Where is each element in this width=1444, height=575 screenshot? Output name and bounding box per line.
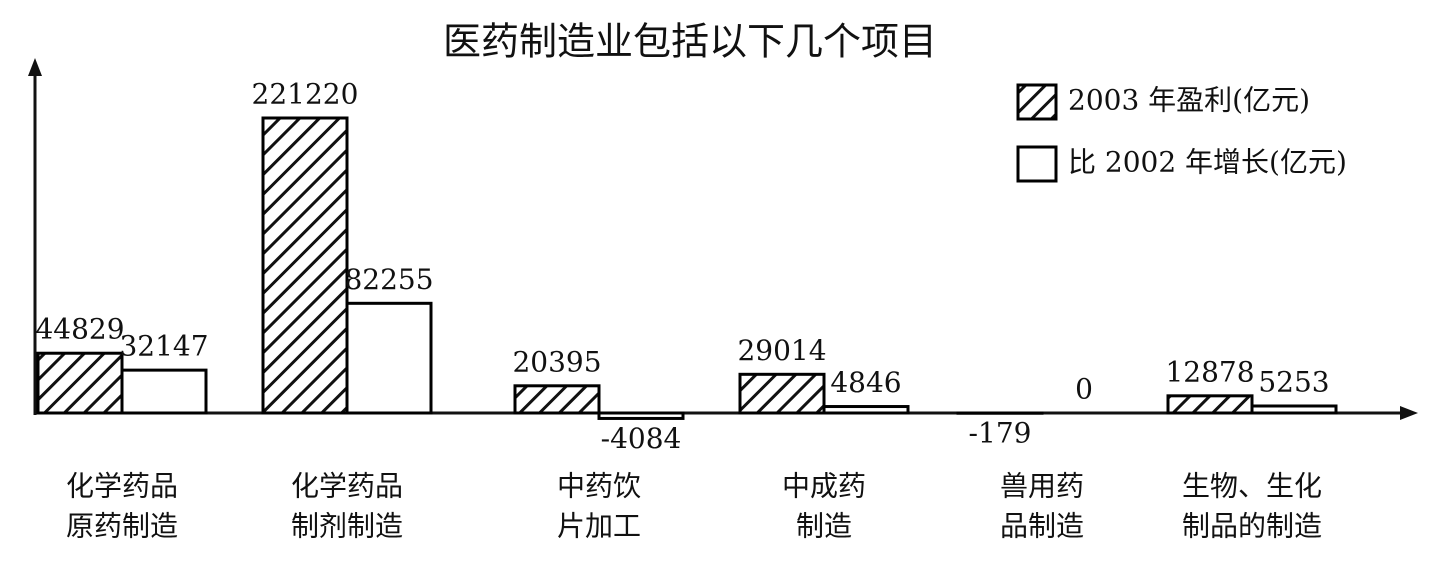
- x-tick-label: 中成药: [782, 470, 866, 503]
- value-label: 12878: [1165, 355, 1254, 388]
- x-tick-label: 片加工: [557, 510, 641, 543]
- x-tick-label: 兽用药: [1000, 470, 1084, 503]
- x-tick-label: 制剂制造: [291, 510, 403, 543]
- bar: [38, 353, 122, 413]
- chart-title: 医药制造业包括以下几个项目: [443, 20, 937, 64]
- value-label: -179: [969, 417, 1032, 450]
- value-label: 5253: [1258, 365, 1329, 398]
- legend-label: 2003 年盈利(亿元): [1068, 84, 1310, 117]
- value-label: 44829: [35, 313, 124, 346]
- value-label: 20395: [512, 345, 601, 378]
- bar: [599, 413, 683, 418]
- value-label: 0: [1075, 373, 1093, 406]
- legend-label: 比 2002 年增长(亿元): [1068, 146, 1347, 179]
- x-tick-label: 化学药品: [291, 470, 403, 503]
- x-tick-label: 中药饮: [557, 470, 641, 503]
- x-tick-label: 制品的制造: [1182, 510, 1322, 543]
- bar: [1168, 396, 1252, 413]
- x-tick-label: 化学药品: [66, 470, 178, 503]
- bar: [122, 370, 206, 413]
- bar: [515, 386, 599, 413]
- y-axis-arrow: [28, 58, 42, 76]
- value-label: 29014: [737, 334, 826, 367]
- x-tick-label: 生物、生化: [1182, 470, 1322, 503]
- x-tick-label: 原药制造: [66, 510, 178, 543]
- bar: [263, 118, 347, 413]
- value-label: 4846: [830, 366, 901, 399]
- value-label: -4084: [601, 422, 682, 455]
- legend-swatch: [1018, 85, 1056, 119]
- bar: [740, 374, 824, 413]
- x-axis-arrow: [1400, 406, 1418, 420]
- value-label: 82255: [344, 263, 433, 296]
- value-label: 32147: [119, 330, 208, 363]
- x-tick-label: 制造: [796, 510, 852, 543]
- bar: [1252, 406, 1336, 413]
- legend-swatch: [1018, 147, 1056, 181]
- bar: [347, 303, 431, 413]
- x-tick-label: 品制造: [1000, 510, 1084, 543]
- value-label: 221220: [252, 78, 359, 111]
- bar: [824, 407, 908, 413]
